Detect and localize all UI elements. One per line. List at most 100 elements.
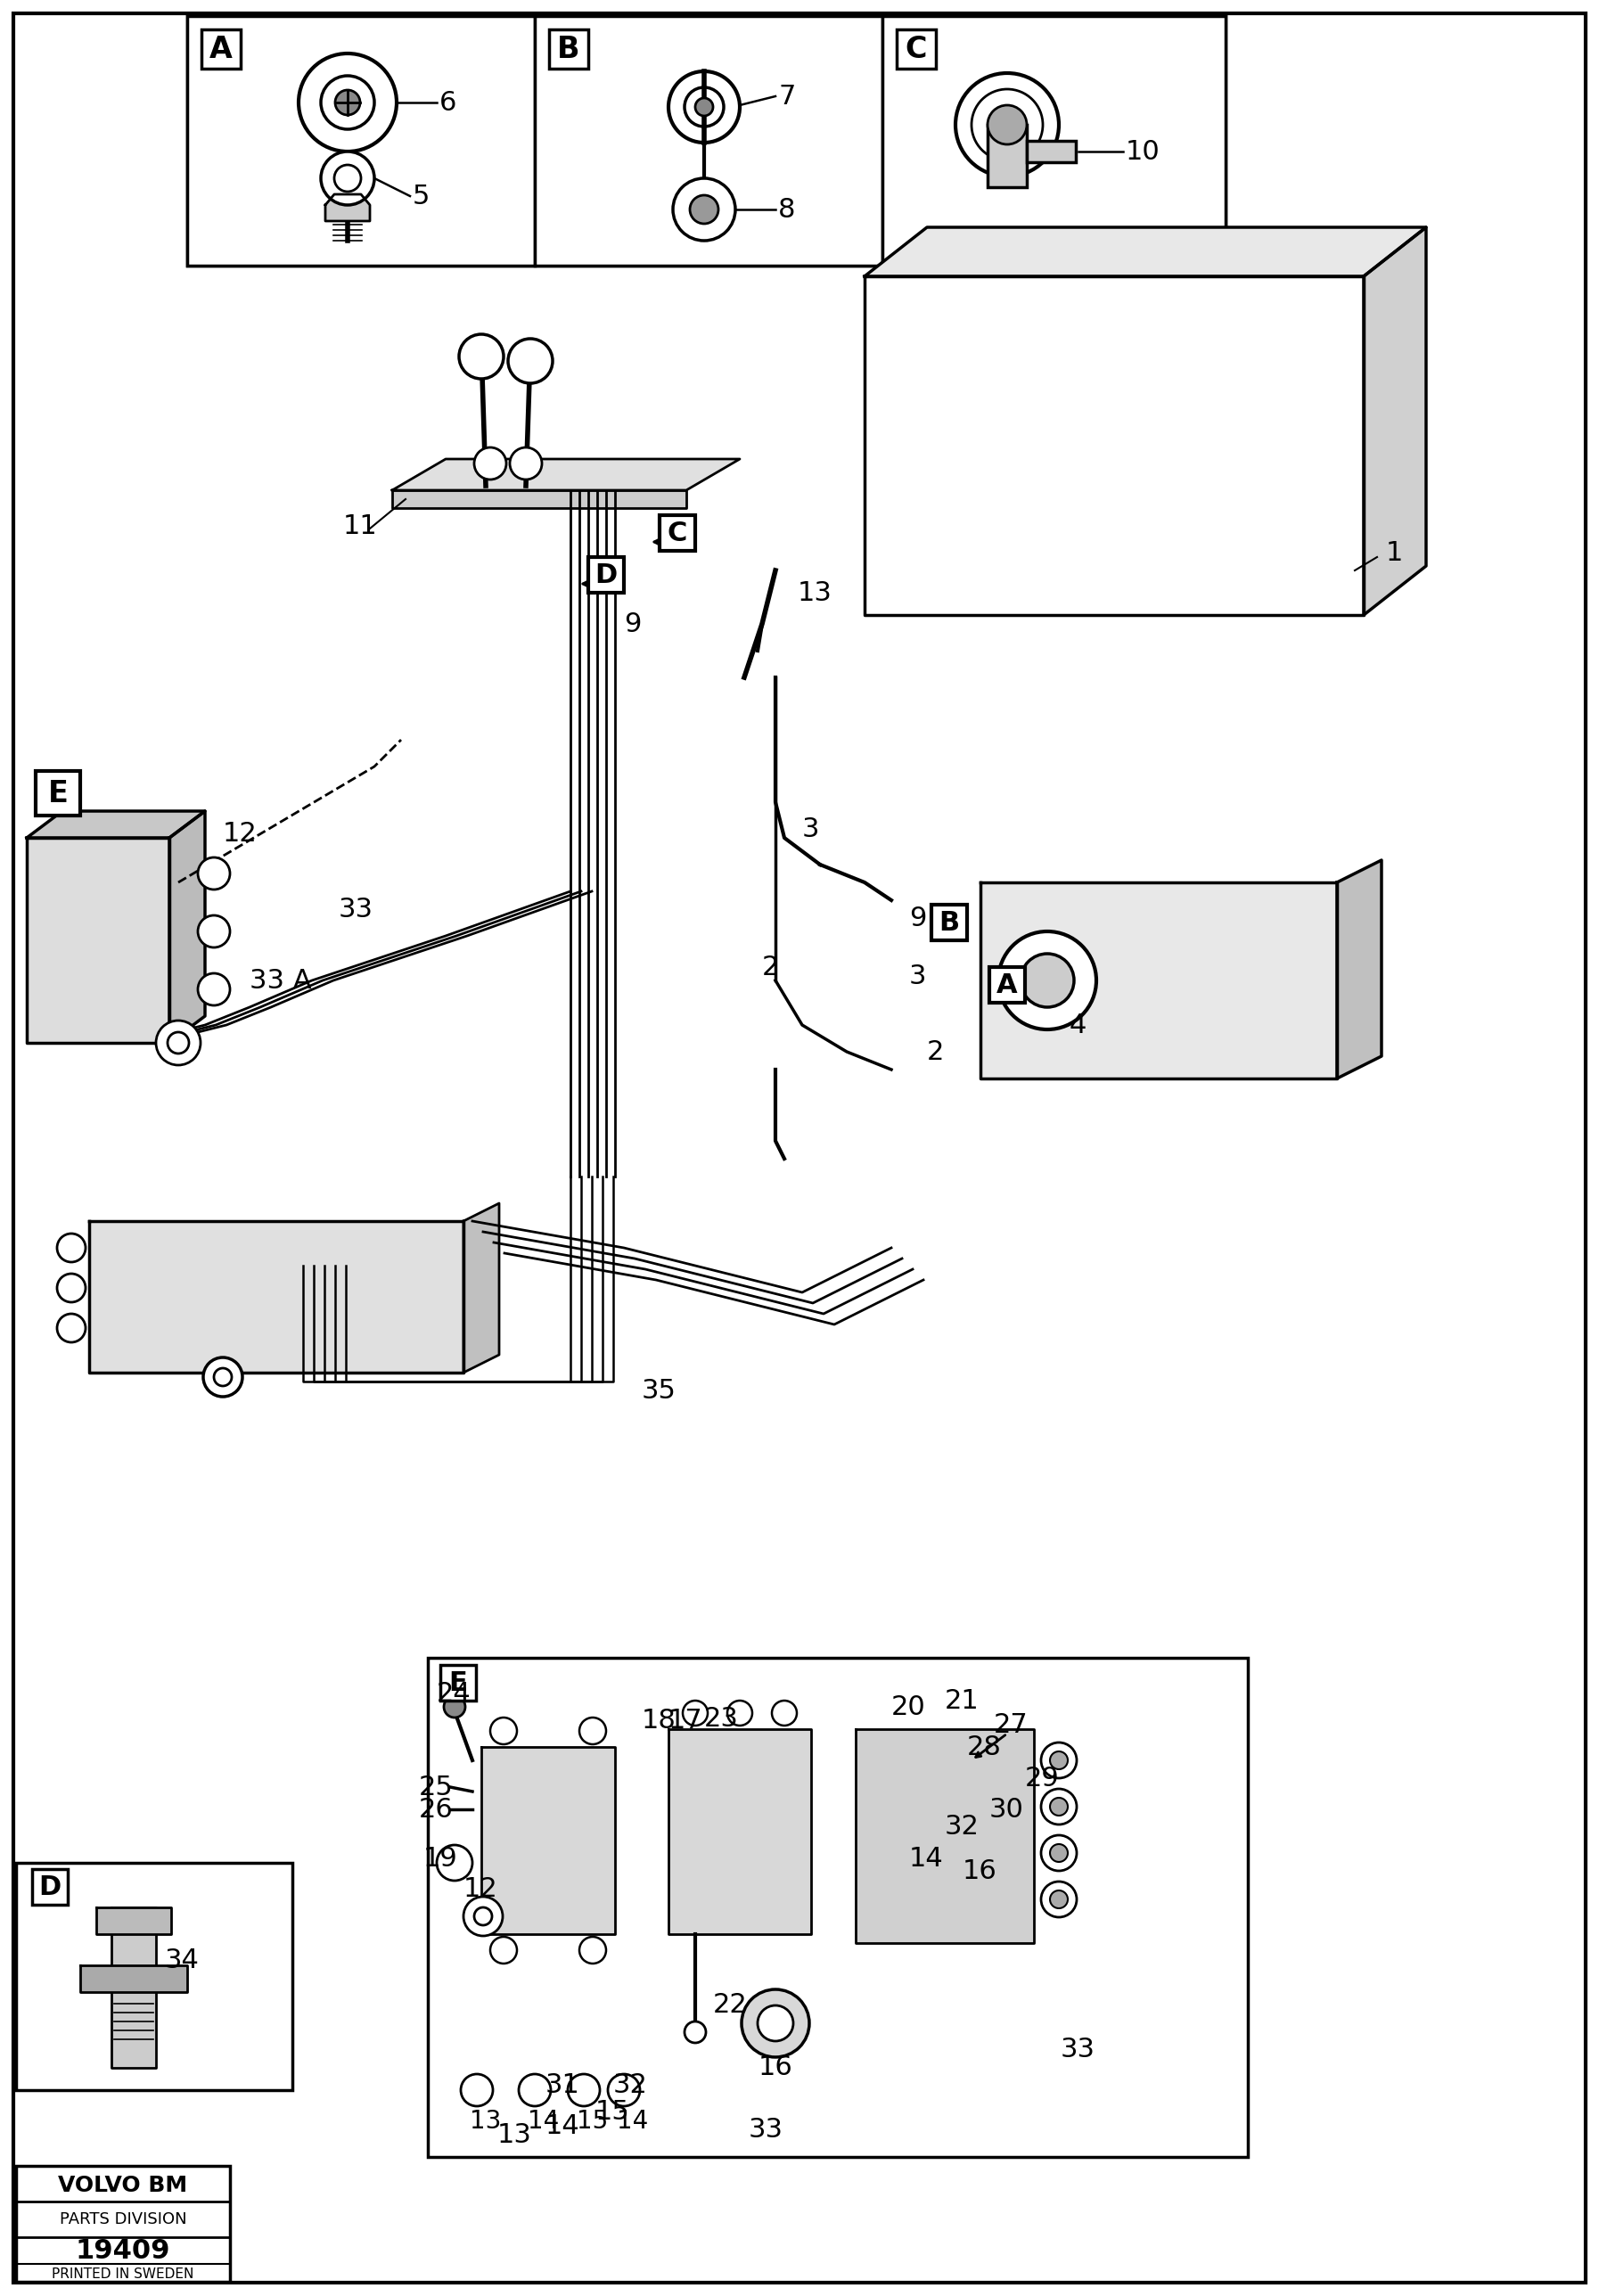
Text: PRINTED IN SWEDEN: PRINTED IN SWEDEN [53, 2268, 193, 2282]
Bar [659, 514, 696, 551]
Circle shape [334, 165, 361, 191]
Circle shape [956, 73, 1059, 177]
Text: 22: 22 [713, 1993, 748, 2018]
Polygon shape [112, 1908, 157, 2069]
Circle shape [58, 1313, 86, 1343]
Text: 13: 13 [470, 2108, 500, 2133]
Text: A: A [996, 971, 1017, 999]
Text: 15: 15 [577, 2108, 608, 2133]
Text: 9: 9 [910, 905, 926, 930]
Text: E: E [449, 1669, 467, 1697]
Text: E: E [48, 778, 69, 808]
Circle shape [673, 179, 736, 241]
Polygon shape [865, 276, 1364, 615]
Circle shape [579, 1938, 606, 1963]
Text: 1: 1 [1386, 540, 1404, 565]
Circle shape [157, 1019, 200, 1065]
Text: 4: 4 [1070, 1013, 1087, 1038]
Circle shape [491, 1938, 516, 1963]
Text: 25: 25 [419, 1775, 454, 1800]
Circle shape [579, 1717, 606, 1745]
Text: 14: 14 [528, 2108, 560, 2133]
Polygon shape [481, 1747, 616, 1933]
Text: 2: 2 [927, 1038, 945, 1065]
Text: 12: 12 [464, 1876, 497, 1903]
Bar [897, 30, 935, 69]
Text: 8: 8 [779, 197, 795, 223]
Text: 33: 33 [748, 2117, 784, 2142]
Bar [1027, 140, 1076, 163]
Bar [883, 16, 1225, 266]
Circle shape [1020, 953, 1075, 1008]
Circle shape [998, 932, 1097, 1029]
Text: 17: 17 [668, 1708, 704, 1733]
Text: A: A [209, 34, 232, 64]
Text: 18: 18 [641, 1708, 676, 1733]
Text: 3: 3 [803, 815, 820, 843]
Circle shape [972, 90, 1043, 161]
Text: D: D [38, 1874, 61, 1899]
Text: 23: 23 [704, 1706, 739, 1731]
Polygon shape [668, 1729, 811, 1933]
Text: 7: 7 [779, 83, 795, 110]
Polygon shape [865, 227, 1426, 276]
Polygon shape [80, 1965, 187, 1993]
Polygon shape [27, 810, 205, 838]
Text: 13: 13 [798, 581, 833, 606]
Text: 20: 20 [891, 1694, 926, 1720]
Text: 32: 32 [945, 1814, 980, 1839]
Polygon shape [27, 838, 169, 1042]
Polygon shape [1364, 227, 1426, 615]
Bar [187, 16, 534, 266]
Circle shape [1051, 1752, 1068, 1770]
Circle shape [321, 152, 374, 204]
Text: 35: 35 [641, 1378, 676, 1403]
Text: 33 A: 33 A [249, 967, 312, 994]
Circle shape [608, 2073, 640, 2105]
Text: 13: 13 [497, 2122, 532, 2147]
Text: 14: 14 [910, 1846, 943, 1871]
Circle shape [459, 335, 504, 379]
Text: 34: 34 [165, 1947, 200, 1975]
Circle shape [568, 2073, 600, 2105]
Polygon shape [392, 491, 686, 507]
Bar [534, 16, 883, 266]
Bar [988, 124, 1027, 188]
Text: 32: 32 [614, 2073, 648, 2099]
Text: C: C [905, 34, 927, 64]
Text: 12: 12 [222, 820, 257, 847]
Circle shape [1041, 1743, 1076, 1777]
Circle shape [58, 1233, 86, 1263]
Circle shape [464, 1896, 502, 1936]
Text: 16: 16 [758, 2055, 793, 2080]
Circle shape [168, 1033, 189, 1054]
Text: 14: 14 [617, 2108, 648, 2133]
Circle shape [696, 99, 713, 115]
Text: 27: 27 [995, 1713, 1028, 1738]
Polygon shape [96, 1908, 171, 1933]
Polygon shape [90, 1221, 464, 1373]
Circle shape [988, 106, 1027, 145]
Circle shape [475, 448, 507, 480]
Text: 14: 14 [545, 2112, 580, 2138]
Circle shape [1051, 1844, 1068, 1862]
Text: C: C [667, 521, 688, 546]
Polygon shape [464, 1203, 499, 1373]
Text: D: D [595, 563, 617, 588]
Text: 31: 31 [545, 2073, 580, 2099]
Text: 10: 10 [1126, 138, 1161, 165]
Circle shape [461, 2073, 492, 2105]
Circle shape [299, 53, 397, 152]
Circle shape [58, 1274, 86, 1302]
Polygon shape [169, 810, 205, 1042]
Text: 5: 5 [413, 184, 430, 209]
Bar [588, 558, 624, 592]
Bar [32, 1869, 67, 1906]
Bar [990, 967, 1025, 1003]
Bar [16, 1862, 293, 2089]
Text: 29: 29 [1025, 1766, 1060, 1791]
Circle shape [198, 856, 230, 889]
Text: 6: 6 [440, 90, 457, 115]
Text: 21: 21 [945, 1688, 979, 1713]
Circle shape [1051, 1798, 1068, 1816]
